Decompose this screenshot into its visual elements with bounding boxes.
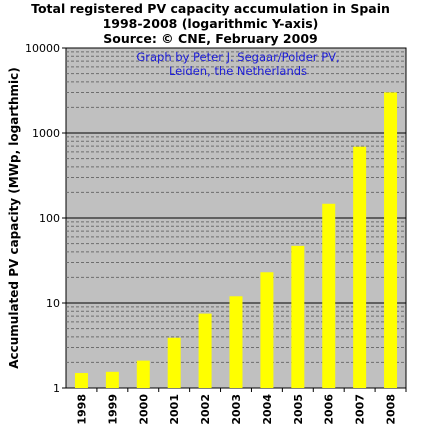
title-line-2: 1998-2008 (logarithmic Y-axis) — [102, 16, 319, 31]
x-tick-label-2003: 2003 — [230, 394, 243, 425]
bar-2000 — [136, 360, 150, 388]
annotation-line-2: Leiden, the Netherlands — [169, 64, 307, 78]
x-tick-label-2005: 2005 — [292, 394, 305, 425]
bar-2003 — [229, 296, 243, 388]
bar-2005 — [291, 245, 305, 388]
y-tick-label: 10000 — [25, 42, 60, 55]
title-line-3: Source: © CNE, February 2009 — [103, 31, 318, 46]
x-tick-label-2000: 2000 — [137, 394, 150, 425]
y-tick-label: 1 — [53, 382, 60, 395]
bar-2002 — [198, 313, 212, 388]
x-tick-label-2006: 2006 — [323, 394, 336, 425]
chart-title: Total registered PV capacity accumulatio… — [0, 1, 421, 46]
x-tick-label-1998: 1998 — [75, 394, 88, 425]
y-axis-ticks: 1 10 100 1000 10000 — [25, 42, 66, 395]
x-axis-ticks: 1998 1999 2000 2001 2002 2003 2004 2005 2006 2007… — [75, 388, 407, 425]
bars — [74, 92, 398, 388]
bar-2004 — [260, 272, 274, 388]
x-tick-label-2007: 2007 — [354, 394, 367, 425]
annotation-line-1: Graph by Peter J. Segaar/Polder PV, — [136, 50, 339, 64]
y-tick-label: 10 — [46, 297, 60, 310]
x-tick-label-2001: 2001 — [168, 394, 181, 425]
title-line-1: Total registered PV capacity accumulatio… — [31, 1, 390, 16]
y-axis-title: Accumulated PV capacity (MWp, logarthmic… — [7, 67, 21, 369]
bar-2001 — [167, 337, 181, 388]
bar-1999 — [105, 371, 119, 388]
bar-2006 — [322, 203, 336, 388]
x-tick-label-2004: 2004 — [261, 394, 274, 425]
x-tick-label-2008: 2008 — [385, 394, 398, 425]
bar-2008 — [384, 92, 398, 388]
bar-2007 — [353, 146, 367, 388]
y-tick-label: 1000 — [32, 127, 60, 140]
bar-1998 — [74, 373, 88, 388]
y-tick-label: 100 — [39, 212, 60, 225]
x-tick-label-2002: 2002 — [199, 394, 212, 425]
x-tick-label-1999: 1999 — [106, 394, 119, 425]
